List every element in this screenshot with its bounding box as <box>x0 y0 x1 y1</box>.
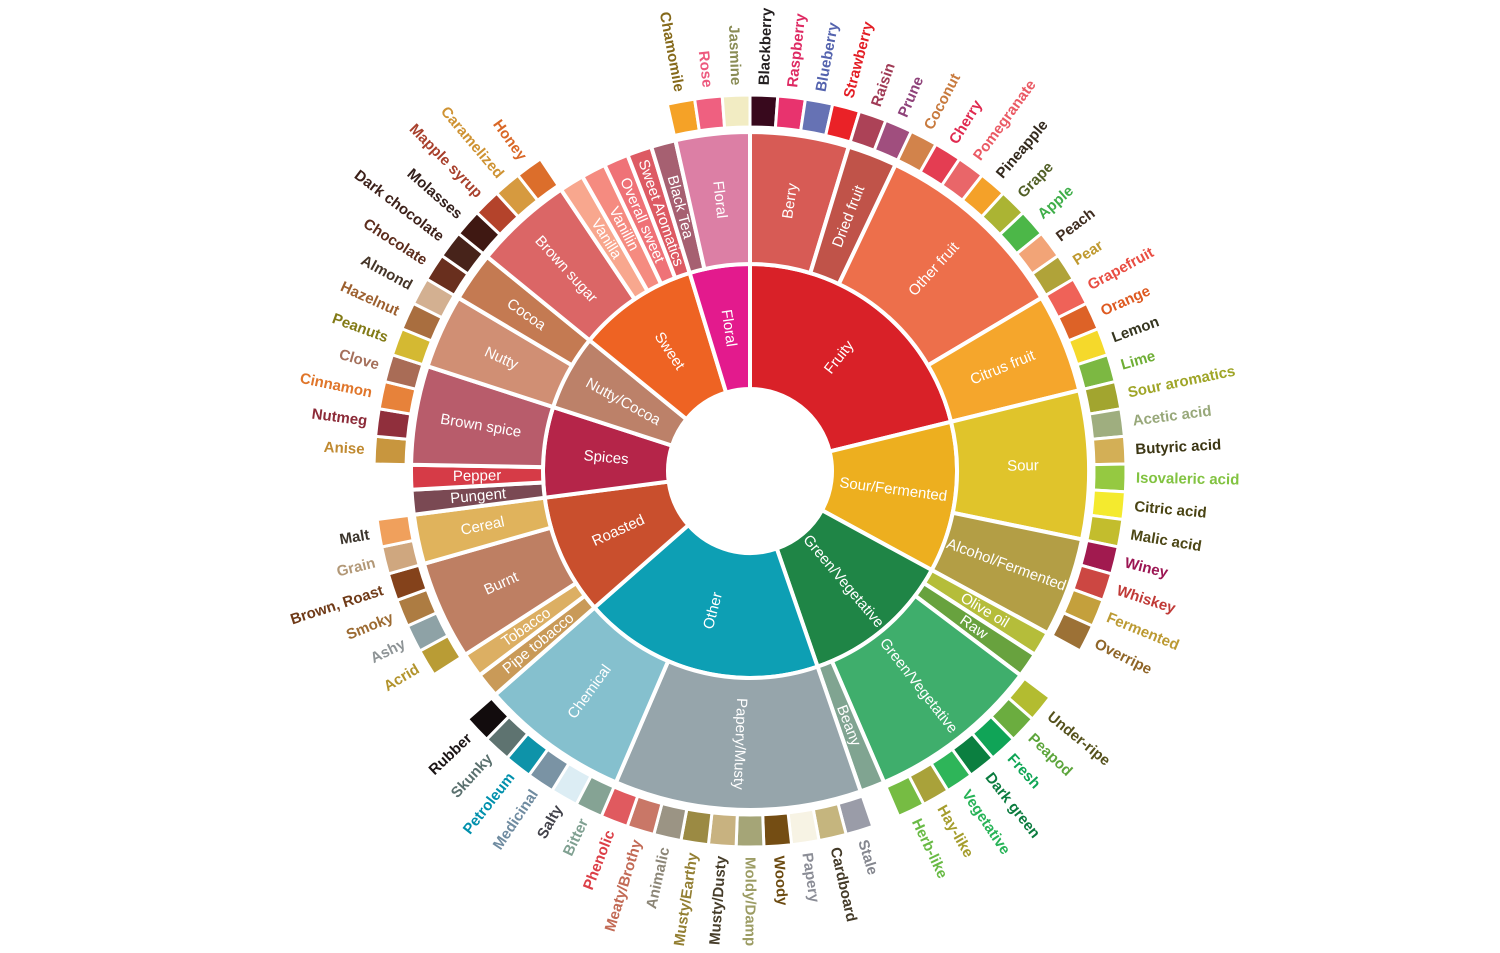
flavor-label-smoky: Smoky <box>344 609 397 644</box>
flavor-label-peanuts: Peanuts <box>330 310 391 346</box>
flavor-label-lemon: Lemon <box>1110 313 1162 346</box>
flavor-block-blackberry <box>748 93 780 130</box>
flavor-block-acetic-acid <box>1087 407 1127 441</box>
flavor-block-isovaleric-acid <box>1091 462 1128 494</box>
subsegment-label-berry: Berry <box>779 182 801 220</box>
flavor-label-malt: Malt <box>338 527 370 549</box>
subsegment-label-floral: Floral <box>709 180 730 219</box>
subsegment-label-papery-musty: Papery/Musty <box>730 698 750 791</box>
flavor-label-isovaleric-acid: Isovaleric acid <box>1136 470 1240 489</box>
flavor-label-nutmeg: Nutmeg <box>311 406 369 430</box>
flavor-label-rose: Rose <box>695 50 716 88</box>
subsegment-label-pungent: Pungent <box>450 485 508 507</box>
flavor-label-sour-aromatics: Sour aromatics <box>1126 363 1236 402</box>
flavor-label-acrid: Acrid <box>381 661 423 695</box>
flavor-block-butyric-acid <box>1090 434 1128 467</box>
flavor-block-malt <box>375 513 415 549</box>
flavor-block-moldy-damp <box>734 813 766 849</box>
subsegment-floral <box>673 129 752 272</box>
flavor-label-phenolic: Phenolic <box>580 828 618 892</box>
flavor-label-pear: Pear <box>1070 237 1107 269</box>
flavor-label-moldy-damp: Moldy/Damp <box>742 857 759 946</box>
flavor-label-strawberry: Strawberry <box>841 19 878 100</box>
segment-label-spices: Spices <box>583 447 629 468</box>
flavor-label-anise: Anise <box>323 439 365 458</box>
flavor-label-winey: Winey <box>1123 555 1170 582</box>
flavor-block-overripe <box>1050 610 1095 653</box>
segment-label-floral: Floral <box>718 308 740 348</box>
flavor-label-cinnamon: Cinnamon <box>298 370 373 401</box>
flavor-block-papery <box>786 807 821 847</box>
flavor-label-musty-dusty: Musty/Dusty <box>706 855 730 946</box>
flavor-label-chamomile: Chamomile <box>656 11 688 94</box>
flavor-label-ashy: Ashy <box>368 635 409 667</box>
flavor-label-peach: Peach <box>1053 205 1099 245</box>
flavor-label-blueberry: Blueberry <box>813 21 843 94</box>
flavor-label-musty-earthy: Musty/Earthy <box>671 851 702 947</box>
flavor-label-prune: Prune <box>895 74 927 120</box>
flavor-label-overripe: Overripe <box>1092 635 1155 678</box>
flavor-label-butyric-acid: Butyric acid <box>1135 436 1222 458</box>
flavor-block-herb-like <box>884 774 926 819</box>
flavor-label-salty: Salty <box>534 802 567 842</box>
flavor-label-whiskey: Whiskey <box>1114 582 1178 617</box>
flavor-label-lime: Lime <box>1119 348 1157 374</box>
flavor-label-jasmine: Jasmine <box>725 25 744 86</box>
subsegment-label-sour: Sour <box>1007 457 1039 475</box>
flavor-label-blackberry: Blackberry <box>756 7 776 86</box>
flavor-label-raisin: Raisin <box>868 61 899 109</box>
flavor-block-rubber <box>465 695 512 742</box>
flavor-block-jasmine <box>720 93 752 130</box>
flavor-label-acetic-acid: Acetic acid <box>1132 403 1213 430</box>
flavor-label-bitter: Bitter <box>560 816 592 859</box>
flavor-block-woody <box>761 811 794 849</box>
flavor-label-grain: Grain <box>335 555 377 581</box>
flavor-label-stale: Stale <box>854 838 881 877</box>
flavor-block-honey <box>515 156 561 203</box>
flavor-label-raspberry: Raspberry <box>784 12 809 88</box>
flavor-label-malic-acid: Malic acid <box>1129 527 1203 556</box>
flavor-label-cardboard: Cardboard <box>827 846 860 924</box>
flavor-label-papery: Papery <box>798 852 822 905</box>
flavor-label-woody: Woody <box>770 855 791 906</box>
flavor-block-anise <box>372 434 410 467</box>
flavor-label-citric-acid: Citric acid <box>1134 498 1208 522</box>
flavor-label-fresh: Fresh <box>1004 751 1044 793</box>
flavor-label-clove: Clove <box>337 346 381 374</box>
flavor-label-apple: Apple <box>1034 182 1077 222</box>
flavor-label-orange: Orange <box>1098 282 1153 319</box>
flavor-label-animalic: Animalic <box>643 846 673 911</box>
flavor-block-rose <box>692 94 727 133</box>
subsegment-label-pepper: Pepper <box>453 467 502 485</box>
